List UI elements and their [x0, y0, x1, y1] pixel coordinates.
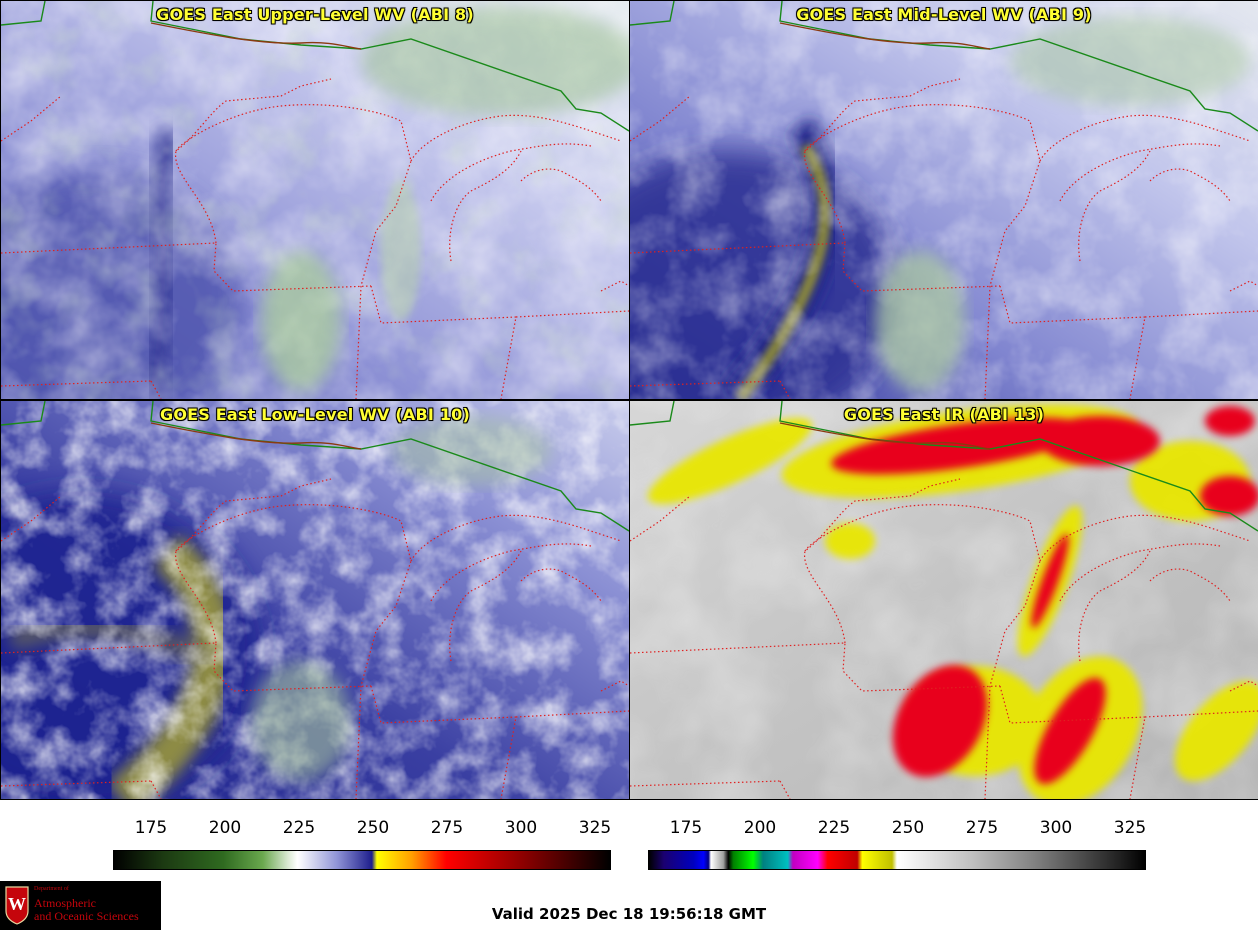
- ir-colorbar-ticks: 175 200 225 250 275 300 325: [648, 818, 1146, 842]
- aos-logo: W Department of Atmospheric and Oceanic …: [0, 881, 161, 930]
- tick-label: 175: [134, 818, 168, 838]
- panel-title: GOES East IR (ABI 13): [843, 405, 1045, 424]
- panel-mid-level-wv: GOES East Mid-Level WV (ABI 9): [629, 0, 1258, 400]
- tick-label: 250: [356, 818, 390, 838]
- tick-label: 225: [282, 818, 316, 838]
- tick-label: 175: [669, 818, 703, 838]
- tick-label: 300: [1039, 818, 1073, 838]
- panel-title: GOES East Low-Level WV (ABI 10): [159, 405, 470, 424]
- tick-label: 200: [208, 818, 242, 838]
- wv-colorbar-ticks: 175 200 225 250 275 300 325: [113, 818, 611, 842]
- tick-label: 275: [430, 818, 464, 838]
- tick-label: 250: [891, 818, 925, 838]
- panel-title: GOES East Upper-Level WV (ABI 8): [156, 5, 474, 24]
- wv-colorbar: [113, 850, 611, 870]
- tick-label: 325: [578, 818, 612, 838]
- logo-department: Department of: [34, 886, 69, 892]
- low-level-wv-image: [1, 401, 629, 799]
- logo-line-2: and Oceanic Sciences: [34, 909, 139, 923]
- upper-level-wv-image: [1, 1, 629, 399]
- tick-label: 275: [965, 818, 999, 838]
- panel-ir: GOES East IR (ABI 13): [629, 400, 1258, 800]
- ir-colorbar: [648, 850, 1146, 870]
- logo-name: Atmospheric and Oceanic Sciences: [34, 897, 139, 923]
- crest-letter: W: [8, 894, 26, 914]
- logo-line-1: Atmospheric: [34, 896, 96, 910]
- uw-crest-icon: W: [5, 886, 29, 925]
- tick-label: 225: [817, 818, 851, 838]
- panel-upper-level-wv: GOES East Upper-Level WV (ABI 8): [0, 0, 630, 400]
- panel-low-level-wv: GOES East Low-Level WV (ABI 10): [0, 400, 630, 800]
- tick-label: 300: [504, 818, 538, 838]
- panel-title: GOES East Mid-Level WV (ABI 9): [796, 5, 1092, 24]
- mid-level-wv-image: [630, 1, 1258, 399]
- tick-label: 200: [743, 818, 777, 838]
- valid-time: Valid 2025 Dec 18 19:56:18 GMT: [491, 905, 767, 923]
- ir-image: [630, 401, 1258, 799]
- tick-label: 325: [1113, 818, 1147, 838]
